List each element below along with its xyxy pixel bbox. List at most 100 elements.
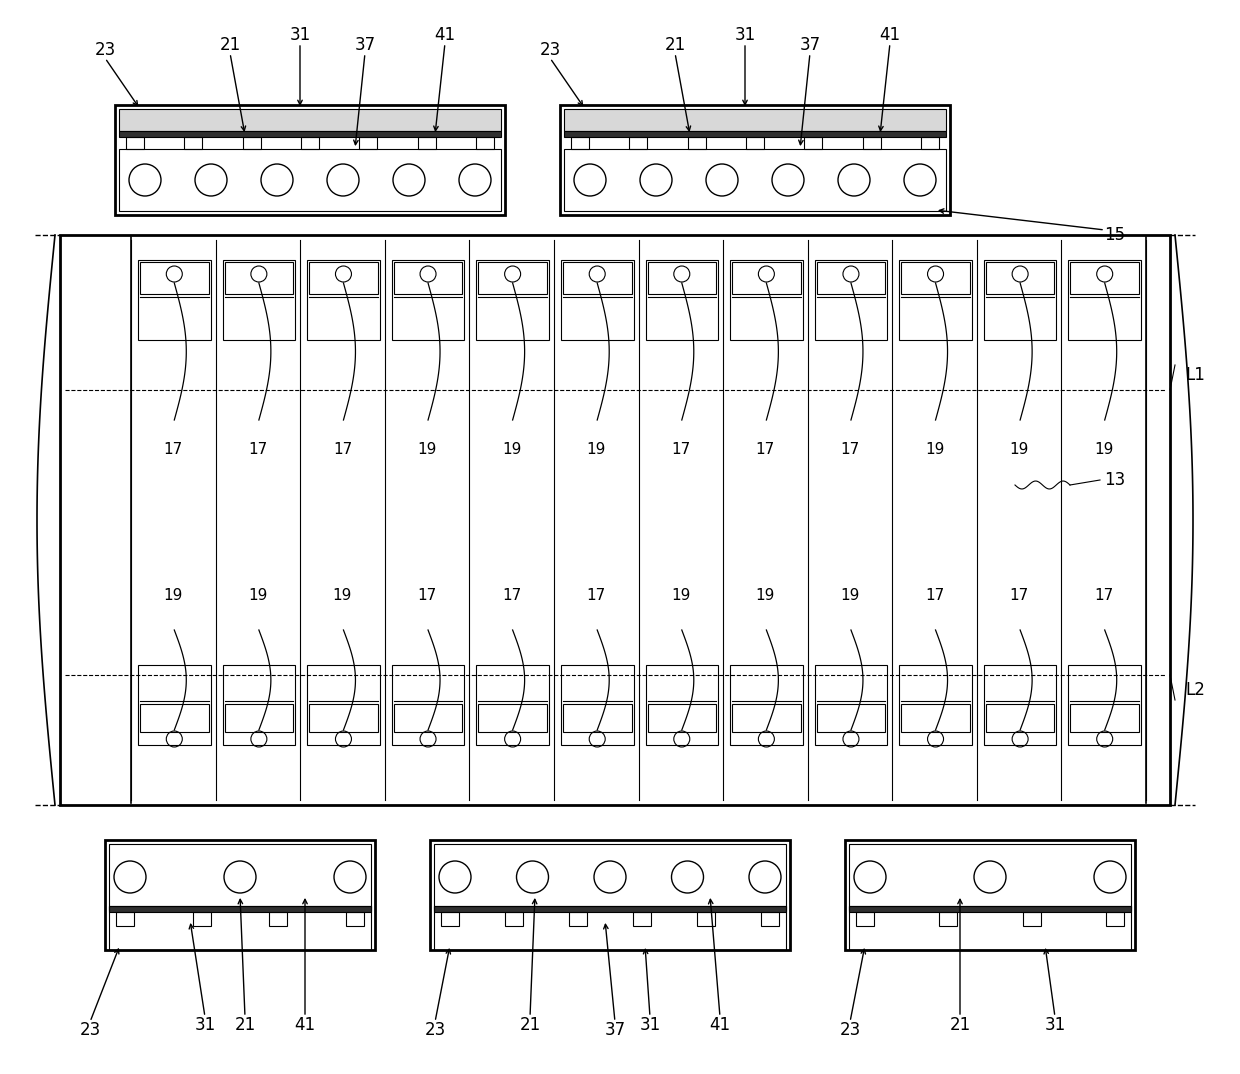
Text: 19: 19 bbox=[841, 587, 859, 603]
Text: 17: 17 bbox=[164, 442, 184, 458]
Bar bbox=[647, 703, 715, 731]
Text: 19: 19 bbox=[755, 587, 775, 603]
Text: 17: 17 bbox=[587, 587, 606, 603]
Bar bbox=[563, 262, 631, 293]
Text: 19: 19 bbox=[332, 587, 352, 603]
Bar bbox=[730, 260, 802, 340]
Text: 21: 21 bbox=[665, 37, 686, 54]
Bar bbox=[817, 703, 885, 731]
Bar bbox=[309, 703, 378, 731]
Bar bbox=[805, 137, 822, 149]
Bar bbox=[1069, 665, 1141, 745]
Text: 19: 19 bbox=[1009, 442, 1029, 458]
Text: 17: 17 bbox=[248, 442, 268, 458]
Text: 17: 17 bbox=[671, 442, 691, 458]
Text: 23: 23 bbox=[539, 41, 560, 59]
Text: 19: 19 bbox=[248, 587, 268, 603]
Text: 37: 37 bbox=[355, 37, 376, 54]
Text: 37: 37 bbox=[800, 37, 821, 54]
Bar bbox=[60, 235, 1171, 806]
Bar bbox=[1023, 912, 1040, 926]
Bar bbox=[479, 262, 547, 293]
Bar bbox=[115, 105, 505, 215]
Bar bbox=[986, 703, 1054, 731]
Bar bbox=[815, 665, 888, 745]
Text: 23: 23 bbox=[424, 1021, 445, 1039]
Bar bbox=[346, 912, 365, 926]
Bar bbox=[308, 260, 379, 340]
Bar bbox=[983, 665, 1056, 745]
Bar bbox=[817, 262, 885, 293]
Bar bbox=[418, 137, 435, 149]
Text: 31: 31 bbox=[289, 26, 311, 44]
Bar bbox=[434, 906, 786, 912]
Text: 21: 21 bbox=[950, 1016, 971, 1034]
Bar bbox=[1106, 912, 1123, 926]
Text: 23: 23 bbox=[94, 41, 115, 59]
Text: 31: 31 bbox=[1044, 1016, 1065, 1034]
Bar bbox=[560, 260, 634, 340]
Text: L2: L2 bbox=[1185, 681, 1205, 699]
Bar bbox=[430, 840, 790, 950]
Bar bbox=[138, 260, 211, 340]
Text: 23: 23 bbox=[79, 1021, 100, 1039]
Bar bbox=[434, 844, 786, 910]
Bar bbox=[901, 262, 970, 293]
Text: 19: 19 bbox=[164, 587, 184, 603]
Bar bbox=[476, 260, 549, 340]
Bar bbox=[564, 149, 946, 211]
Bar bbox=[986, 262, 1054, 293]
Text: 19: 19 bbox=[925, 442, 944, 458]
Bar bbox=[119, 108, 501, 131]
Bar bbox=[119, 131, 501, 137]
Bar bbox=[243, 137, 260, 149]
Text: 17: 17 bbox=[755, 442, 775, 458]
Text: 19: 19 bbox=[1094, 442, 1114, 458]
Text: 17: 17 bbox=[925, 587, 944, 603]
Text: 21: 21 bbox=[234, 1016, 255, 1034]
Bar bbox=[899, 665, 972, 745]
Bar bbox=[109, 906, 371, 912]
Text: 23: 23 bbox=[839, 1021, 861, 1039]
Text: 19: 19 bbox=[587, 442, 606, 458]
Bar bbox=[392, 665, 464, 745]
Bar bbox=[646, 665, 718, 745]
Text: 17: 17 bbox=[502, 587, 521, 603]
Bar bbox=[646, 260, 718, 340]
Bar bbox=[223, 665, 295, 745]
Text: 17: 17 bbox=[332, 442, 352, 458]
Text: 31: 31 bbox=[195, 1016, 216, 1034]
Bar bbox=[563, 703, 631, 731]
Bar bbox=[560, 665, 634, 745]
Bar bbox=[105, 840, 374, 950]
Bar bbox=[632, 912, 651, 926]
Bar bbox=[505, 912, 523, 926]
Bar bbox=[564, 131, 946, 137]
Bar bbox=[223, 260, 295, 340]
Bar bbox=[815, 260, 888, 340]
Bar bbox=[630, 137, 647, 149]
Bar bbox=[1070, 262, 1140, 293]
Bar bbox=[394, 703, 463, 731]
Bar bbox=[856, 912, 874, 926]
Bar bbox=[901, 703, 970, 731]
Text: 17: 17 bbox=[1094, 587, 1114, 603]
Bar bbox=[732, 703, 801, 731]
Text: 21: 21 bbox=[219, 37, 241, 54]
Bar bbox=[441, 912, 459, 926]
Bar bbox=[224, 703, 293, 731]
Bar bbox=[899, 260, 972, 340]
Bar bbox=[109, 844, 371, 910]
Bar bbox=[1070, 703, 1140, 731]
Bar bbox=[570, 137, 589, 149]
Bar bbox=[140, 262, 208, 293]
Bar bbox=[434, 906, 786, 950]
Bar bbox=[730, 665, 802, 745]
Text: 41: 41 bbox=[879, 26, 900, 44]
Bar bbox=[1069, 260, 1141, 340]
Bar bbox=[109, 906, 371, 950]
Text: 41: 41 bbox=[434, 26, 455, 44]
Bar bbox=[921, 137, 939, 149]
Text: 19: 19 bbox=[502, 442, 521, 458]
Bar bbox=[732, 262, 801, 293]
